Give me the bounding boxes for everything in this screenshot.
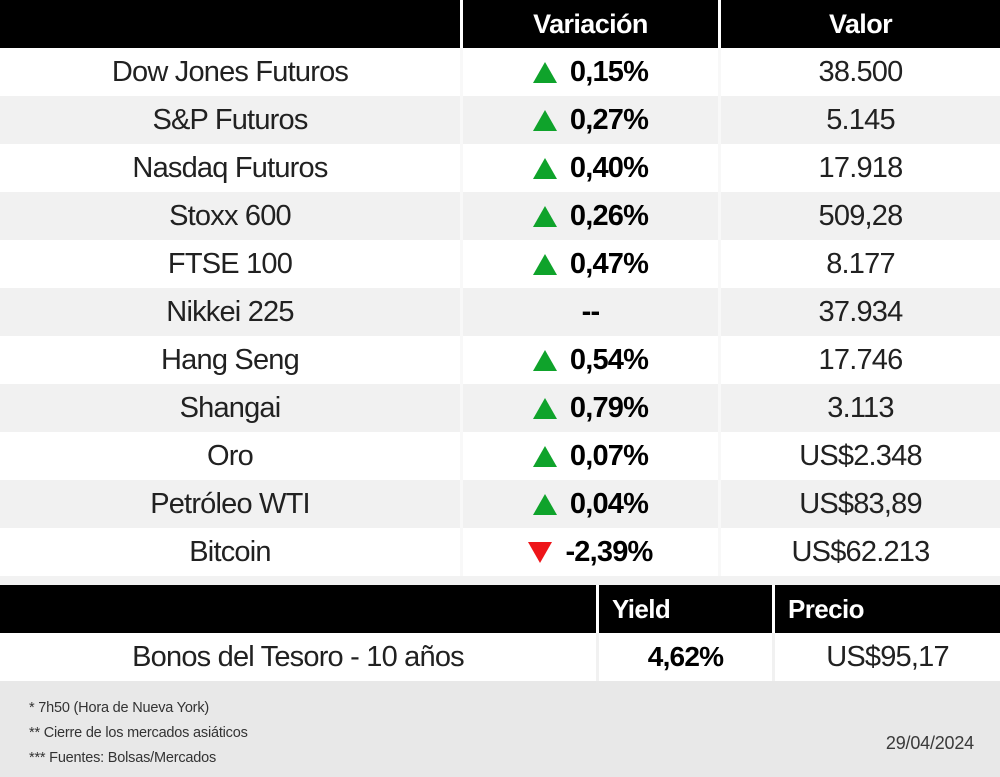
variation-value: 0,15% (569, 55, 649, 88)
header-price-cell: Precio (772, 585, 1000, 633)
variation-value: -- (581, 295, 601, 328)
instrument-name: Bitcoin (189, 535, 271, 568)
report-date: 29/04/2024 (885, 733, 974, 753)
direction-triangle-icon (532, 205, 557, 227)
instrument-value: US$2.348 (799, 439, 922, 472)
bond-price-value: US$95,17 (826, 640, 949, 673)
table-row-hang-seng: Hang Seng 0,54% 17.746 (0, 336, 1000, 384)
variation-value: 0,27% (569, 103, 649, 136)
table-row-dow-jones-futuros: Dow Jones Futuros 0,15% 38.500 (0, 48, 1000, 96)
table-row-nasdaq-futuros: Nasdaq Futuros 0,40% 17.918 (0, 144, 1000, 192)
instrument-value: 37.934 (818, 295, 904, 328)
direction-triangle-icon (532, 61, 557, 83)
variation-value: 0,40% (569, 151, 649, 184)
variation-value: 0,54% (569, 343, 649, 376)
header-name-cell (0, 0, 460, 48)
direction-triangle-icon (532, 397, 557, 419)
header-yield-cell: Yield (596, 585, 772, 633)
variation-column-header: Variación (533, 8, 648, 39)
instrument-name: Dow Jones Futuros (111, 55, 349, 88)
variation-value: 0,26% (569, 199, 649, 232)
variation-value: -2,39% (565, 535, 653, 568)
instrument-name: Shangai (179, 391, 282, 424)
table-row-oro: Oro 0,07% US$2.348 (0, 432, 1000, 480)
table-row-shangai: Shangai 0,79% 3.113 (0, 384, 1000, 432)
table-row-bitcoin: Bitcoin -2,39% US$62.213 (0, 528, 1000, 576)
variation-value: 0,47% (569, 247, 649, 280)
section-divider (0, 576, 1000, 585)
footnote-time: * 7h50 (Hora de Nueva York) (29, 700, 209, 716)
instrument-value: 5.145 (826, 103, 895, 136)
instrument-name: FTSE 100 (167, 247, 293, 280)
table-row-nikkei-225: Nikkei 225 -- 37.934 (0, 288, 1000, 336)
instrument-name: Petróleo WTI (150, 487, 310, 520)
header-value-cell: Valor (718, 0, 1000, 48)
instrument-name: Nasdaq Futuros (132, 151, 328, 184)
instrument-value: 509,28 (818, 199, 904, 232)
table-row-sp-futuros: S&P Futuros 0,27% 5.145 (0, 96, 1000, 144)
variation-value: 0,07% (569, 439, 649, 472)
direction-triangle-icon (532, 253, 557, 275)
variation-value: 0,04% (569, 487, 649, 520)
bond-yield-value: 4,62% (647, 641, 724, 672)
instrument-name: Oro (207, 439, 254, 472)
instrument-value: 17.918 (818, 151, 904, 184)
footnote-asian-markets: ** Cierre de los mercados asiáticos (29, 725, 248, 741)
market-table-header: Variación Valor (0, 0, 1000, 48)
header-empty-cell (0, 585, 596, 633)
value-column-header: Valor (828, 8, 893, 39)
table-row-bonos-tesoro: Bonos del Tesoro - 10 años 4,62% US$95,1… (0, 633, 1000, 681)
instrument-value: US$83,89 (799, 487, 922, 520)
instrument-name: Hang Seng (161, 343, 300, 376)
instrument-value: US$62.213 (791, 535, 931, 568)
bonds-table-header: Yield Precio (0, 585, 1000, 633)
instrument-name: Stoxx 600 (169, 199, 292, 232)
table-row-ftse-100: FTSE 100 0,47% 8.177 (0, 240, 1000, 288)
yield-column-header: Yield (612, 593, 671, 624)
instrument-value: 3.113 (827, 391, 894, 424)
instrument-name: Nikkei 225 (166, 295, 294, 328)
footnotes-bar: * 7h50 (Hora de Nueva York) ** Cierre de… (0, 681, 1000, 777)
price-column-header: Precio (788, 593, 864, 624)
direction-triangle-icon (532, 349, 557, 371)
header-variation-cell: Variación (460, 0, 718, 48)
footnote-sources: *** Fuentes: Bolsas/Mercados (29, 750, 217, 766)
instrument-value: 8.177 (826, 247, 895, 280)
direction-triangle-icon (532, 157, 557, 179)
instrument-value: 38.500 (818, 55, 904, 88)
footnotes: * 7h50 (Hora de Nueva York) ** Cierre de… (29, 696, 248, 777)
instrument-value: 17.746 (818, 343, 904, 376)
table-row-stoxx-600: Stoxx 600 0,26% 509,28 (0, 192, 1000, 240)
instrument-name: S&P Futuros (152, 103, 308, 136)
direction-triangle-icon (532, 445, 557, 467)
bond-name: Bonos del Tesoro - 10 años (132, 640, 465, 673)
direction-triangle-icon (528, 541, 553, 563)
table-row-petroleo-wti: Petróleo WTI 0,04% US$83,89 (0, 480, 1000, 528)
variation-value: 0,79% (569, 391, 649, 424)
direction-triangle-icon (532, 109, 557, 131)
direction-triangle-icon (532, 493, 557, 515)
